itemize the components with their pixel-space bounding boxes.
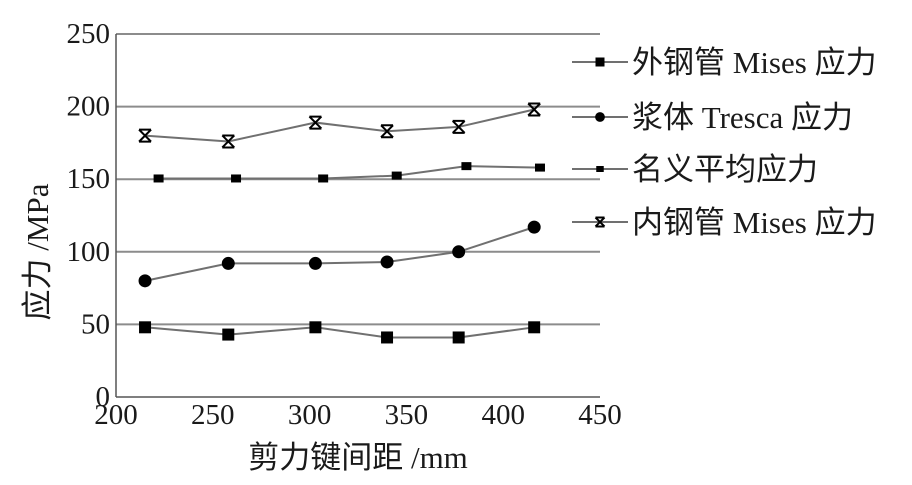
data-point [308, 256, 322, 270]
axes [115, 34, 600, 398]
x-tick-label: 250 [191, 399, 235, 431]
data-point [153, 174, 164, 183]
legend-marker [595, 57, 605, 67]
y-tick-label: 200 [67, 91, 111, 123]
series-3 [138, 102, 541, 149]
legend-item: 名义平均应力 [572, 152, 818, 187]
data-point [380, 255, 394, 269]
data-point [318, 174, 329, 183]
data-point [534, 163, 545, 172]
data-point [527, 220, 541, 234]
data-point [380, 124, 394, 139]
series-line [158, 165, 541, 180]
data-point [451, 119, 466, 134]
legend-marker [595, 112, 605, 122]
y-tick-label: 100 [67, 236, 111, 268]
legend-item: 内钢管 Mises 应力 [572, 205, 877, 240]
x-tick-label: 450 [578, 399, 622, 431]
legend-marker [594, 216, 606, 228]
data-point [461, 162, 472, 171]
data-point [231, 174, 242, 183]
series-line [144, 326, 535, 339]
data-point [221, 134, 235, 149]
series-line [144, 226, 535, 282]
x-tick-label: 200 [94, 399, 138, 431]
legend-label: 浆体 Tresca 应力 [632, 100, 853, 135]
x-tick-label: 400 [481, 399, 525, 431]
x-tick-labels: 200 250 300 350 400 450 [94, 399, 622, 431]
legend-label: 名义平均应力 [632, 152, 818, 187]
data-point [391, 171, 402, 180]
data-point [452, 245, 466, 259]
series-2 [153, 162, 545, 183]
x-axis-title: 剪力键间距 /mm [248, 440, 468, 475]
y-axis-title: 应力 /MPa [20, 183, 55, 320]
legend-item: 浆体 Tresca 应力 [572, 100, 853, 135]
data-point [381, 331, 394, 344]
data-point [452, 331, 465, 344]
series-0 [139, 321, 541, 344]
data-point [138, 274, 152, 288]
legend-item: 外钢管 Mises 应力 [572, 45, 877, 80]
y-tick-label: 250 [67, 18, 111, 50]
data-point [527, 102, 541, 117]
data-point [138, 128, 152, 143]
series-layer [138, 102, 545, 344]
y-tick-label: 50 [81, 308, 110, 340]
data-point [308, 115, 323, 130]
series-line [144, 108, 535, 143]
data-point [139, 321, 152, 334]
x-tick-label: 350 [385, 399, 429, 431]
y-tick-label: 0 [96, 381, 111, 413]
x-tick-label: 300 [288, 399, 332, 431]
legend-label: 外钢管 Mises 应力 [632, 45, 877, 80]
y-tick-labels: 0 50 100 150 200 250 [67, 18, 111, 413]
data-point [222, 328, 235, 341]
series-1 [138, 220, 541, 288]
data-point [221, 256, 235, 270]
legend-marker [596, 166, 604, 172]
data-point [528, 321, 541, 334]
legend-label: 内钢管 Mises 应力 [632, 205, 877, 240]
y-tick-label: 150 [67, 163, 111, 195]
data-point [309, 321, 322, 334]
